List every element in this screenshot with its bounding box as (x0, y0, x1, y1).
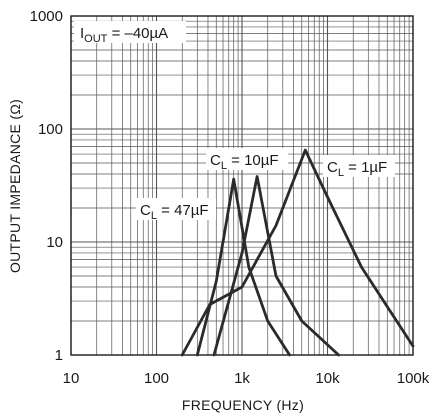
curve-cl47 (195, 177, 291, 357)
cl47-rest: = 47µF (157, 202, 209, 219)
series-label-cl1-text: CL = 1µF (327, 159, 387, 179)
plot-frame (70, 15, 414, 356)
curves (180, 148, 415, 357)
series-label-cl10-bg (206, 148, 288, 170)
condition-box-bg (74, 21, 186, 43)
cl47-sub: L (151, 210, 157, 222)
cl1-sub: L (338, 167, 344, 179)
y-tick-label: 1 (55, 347, 63, 364)
x-tick-label: 100k (397, 370, 430, 387)
y-axis-title: OUTPUT IMPEDANCE (Ω) (7, 99, 23, 273)
series-label-cl1: CL = 1µF (323, 155, 395, 179)
y-tick-label: 10 (46, 234, 63, 251)
x-tick-label: 10 (63, 370, 80, 387)
curve-cl10 (212, 175, 340, 357)
x-tick-label: 10k (315, 370, 340, 387)
cl1-main: C (327, 159, 338, 176)
cl10-rest: = 10µF (227, 152, 279, 169)
condition-sub: OUT (84, 33, 108, 45)
cl47-main: C (140, 202, 151, 219)
series-label-cl10-text: CL = 10µF (210, 152, 279, 172)
x-tick-label: 1k (234, 370, 250, 387)
curve-cl1 (180, 148, 415, 357)
y-tick-label: 1000 (30, 8, 63, 25)
cl10-main: C (210, 152, 221, 169)
y-tick-labels: 1 10 100 1000 (30, 8, 63, 364)
series-label-cl47-bg (136, 198, 216, 220)
x-tick-label: 100 (144, 370, 169, 387)
condition-rest: = –40µA (107, 25, 168, 42)
series-label-cl47-text: CL = 47µF (140, 202, 209, 222)
condition-main: I (80, 25, 84, 42)
y-tick-label: 100 (38, 121, 63, 138)
condition-box: IOUT = –40µA (74, 21, 186, 45)
series-label-cl1-bg (323, 155, 395, 177)
x-tick-labels: 10 100 1k 10k 100k (63, 370, 430, 387)
x-axis-title: FREQUENCY (Hz) (182, 397, 304, 413)
series-label-cl10: CL = 10µF (206, 148, 288, 172)
condition-text: IOUT = –40µA (80, 25, 168, 45)
cl1-rest: = 1µF (344, 159, 387, 176)
plot-grid (70, 16, 413, 356)
series-label-cl47: CL = 47µF (136, 198, 216, 222)
cl10-sub: L (221, 160, 227, 172)
